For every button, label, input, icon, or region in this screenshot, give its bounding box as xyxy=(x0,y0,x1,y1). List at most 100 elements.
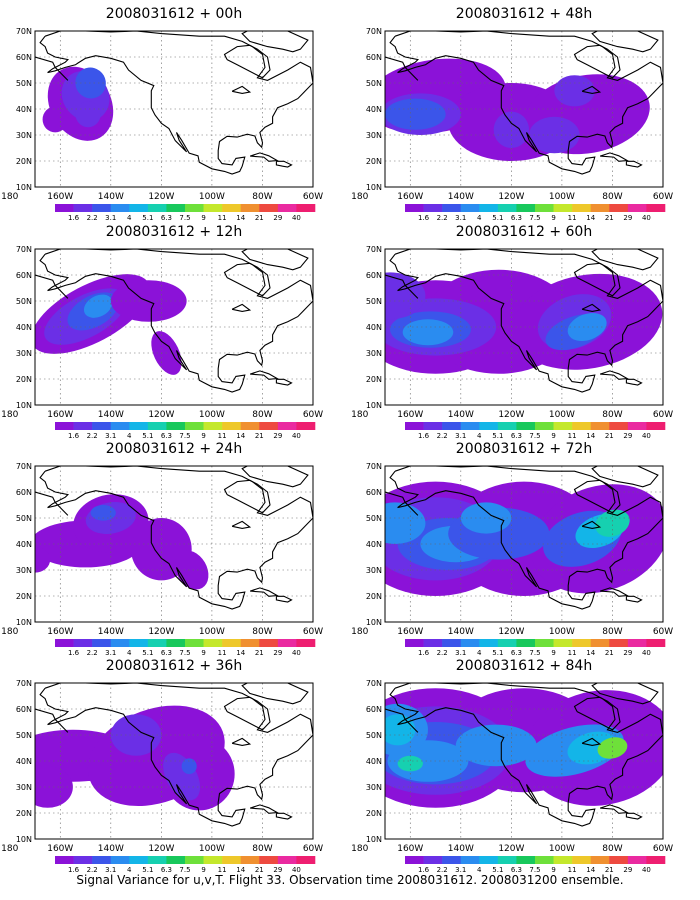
colorbar-label: 11 xyxy=(218,214,227,222)
panel-title: 2008031612 + 36h xyxy=(105,658,243,674)
variance-contour xyxy=(567,312,607,342)
colorbar-swatch xyxy=(423,639,443,647)
colorbar-label: 1.6 xyxy=(68,649,80,657)
colorbar-swatch xyxy=(259,639,279,647)
lon-tick-label: 160W xyxy=(47,844,73,854)
lat-tick-label: 10N xyxy=(16,401,32,410)
colorbar-label: 6.3 xyxy=(161,214,172,222)
colorbar-swatch xyxy=(590,422,610,430)
colorbar-label: 40 xyxy=(642,649,651,657)
colorbar-swatch xyxy=(590,204,610,212)
colorbar-label: 1.6 xyxy=(68,866,80,874)
lat-tick-label: 50N xyxy=(16,79,32,88)
lat-tick-label: 10N xyxy=(366,183,382,192)
colorbar-label: 21 xyxy=(605,214,614,222)
lat-tick-label: 40N xyxy=(366,105,382,114)
variance-contour xyxy=(42,106,68,133)
colorbar-label: 6.3 xyxy=(511,866,522,874)
colorbar-swatch xyxy=(222,422,242,430)
variance-contour xyxy=(554,75,595,107)
colorbar-swatch xyxy=(553,422,573,430)
lat-tick-label: 60N xyxy=(16,53,32,62)
lat-tick-label: 10N xyxy=(16,183,32,192)
colorbar-swatch xyxy=(609,204,629,212)
colorbar-swatch xyxy=(590,856,610,864)
lon-tick-label: 140W xyxy=(448,627,474,637)
lon-tick-label: 80W xyxy=(252,192,272,202)
colorbar-swatch xyxy=(185,639,204,647)
colorbar-swatch xyxy=(55,856,74,864)
colorbar-label: 4 xyxy=(127,649,132,657)
colorbar-swatch xyxy=(296,422,316,430)
colorbar-swatch xyxy=(497,856,517,864)
colorbar-swatch xyxy=(277,422,297,430)
colorbar-swatch xyxy=(405,856,424,864)
colorbar-swatch xyxy=(92,422,112,430)
panel-title: 2008031612 + 24h xyxy=(105,441,243,457)
lon-tick-label: 80W xyxy=(252,844,272,854)
colorbar-label: 2.2 xyxy=(437,866,448,874)
colorbar-swatch xyxy=(55,204,74,212)
lat-tick-label: 70N xyxy=(16,245,32,254)
lon-tick-label: 160W xyxy=(47,192,73,202)
variance-contour xyxy=(385,272,426,320)
colorbar-label: 7.5 xyxy=(529,214,540,222)
colorbar-swatch xyxy=(572,422,592,430)
colorbar-label: 1.6 xyxy=(418,214,430,222)
colorbar-label: 7.5 xyxy=(179,649,190,657)
figure-caption: Signal Variance for u,v,T. Flight 33. Ob… xyxy=(76,873,624,887)
colorbar-swatch xyxy=(535,639,554,647)
colorbar-label: 4 xyxy=(477,214,482,222)
colorbar-label: 21 xyxy=(255,649,264,657)
colorbar-label: 40 xyxy=(292,649,301,657)
panel-title: 2008031612 + 12h xyxy=(105,224,243,240)
colorbar-swatch xyxy=(479,639,499,647)
colorbar-label: 14 xyxy=(236,866,245,874)
lon-tick-label: 120W xyxy=(498,410,524,420)
lat-tick-label: 40N xyxy=(16,757,32,766)
colorbar-swatch xyxy=(442,422,462,430)
colorbar-swatch xyxy=(516,856,536,864)
colorbar-swatch xyxy=(92,204,112,212)
variance-contour xyxy=(385,98,446,130)
colorbar-swatch xyxy=(442,856,462,864)
colorbar-swatch xyxy=(259,422,279,430)
colorbar-swatch xyxy=(185,204,204,212)
colorbar-swatch xyxy=(442,639,462,647)
variance-contour xyxy=(83,294,113,318)
plot-frame xyxy=(34,30,314,188)
colorbar-label: 21 xyxy=(605,432,614,440)
lat-tick-label: 60N xyxy=(366,53,382,62)
colorbar-swatch xyxy=(553,204,573,212)
colorbar-swatch xyxy=(147,639,167,647)
variance-contour xyxy=(397,755,423,772)
colorbar-label: 7.5 xyxy=(529,432,540,440)
colorbar-swatch xyxy=(55,639,74,647)
lat-tick-label: 20N xyxy=(366,592,382,601)
panel-title: 2008031612 + 60h xyxy=(455,224,593,240)
lon-tick-label: 180 xyxy=(351,627,368,637)
grid xyxy=(35,466,313,622)
colorbar-label: 4 xyxy=(477,866,482,874)
lon-tick-label: 140W xyxy=(98,410,124,420)
colorbar-swatch xyxy=(259,856,279,864)
colorbar-label: 3.1 xyxy=(105,649,116,657)
colorbar-swatch xyxy=(277,639,297,647)
lat-tick-label: 30N xyxy=(366,566,382,575)
colorbar-swatch xyxy=(147,422,167,430)
colorbar-label: 14 xyxy=(236,649,245,657)
lat-tick-label: 30N xyxy=(16,783,32,792)
variance-contour xyxy=(402,319,454,346)
colorbar-label: 3.1 xyxy=(455,866,466,874)
variance-contour xyxy=(597,737,628,759)
lon-tick-label: 180 xyxy=(1,410,18,420)
colorbar-swatch xyxy=(460,422,480,430)
colorbar-swatch xyxy=(479,204,499,212)
colorbar-label: 6.3 xyxy=(161,649,172,657)
colorbar-swatch xyxy=(497,639,517,647)
colorbar-swatch xyxy=(222,204,242,212)
coastline xyxy=(35,31,313,175)
colorbar-swatch xyxy=(92,639,112,647)
lon-tick-label: 60W xyxy=(653,192,673,202)
